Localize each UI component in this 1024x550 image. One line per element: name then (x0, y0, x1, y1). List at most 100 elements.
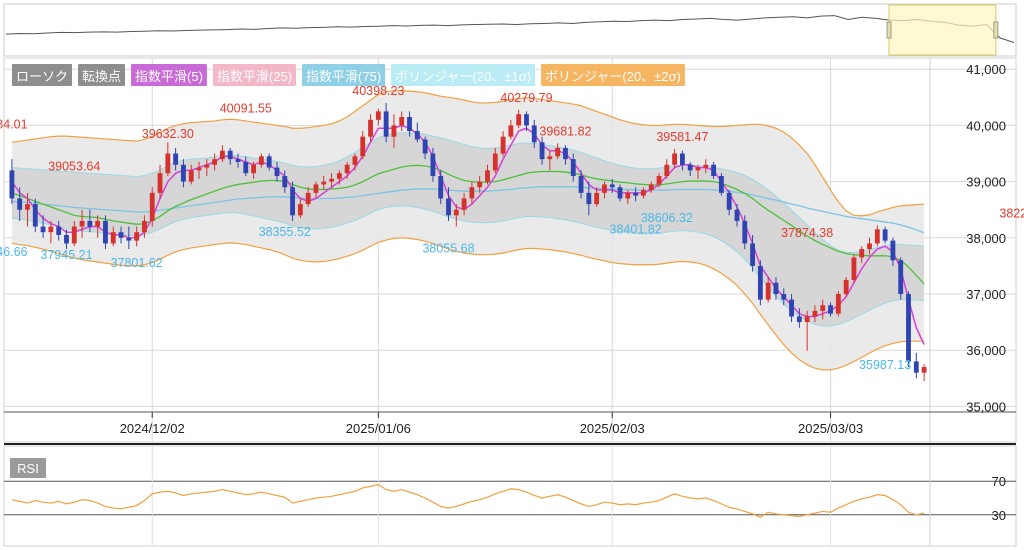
candle (718, 173, 724, 196)
candle-body (110, 232, 116, 244)
candle (913, 353, 919, 379)
candle-body (695, 167, 701, 171)
legend-item-ema5[interactable]: 指数平滑(5) (131, 64, 207, 86)
candle-body (851, 257, 857, 280)
candle-body (531, 125, 537, 143)
candle (617, 184, 623, 202)
candle-body (890, 240, 896, 261)
rsi-label: RSI (17, 461, 39, 476)
range-navigator[interactable] (3, 3, 1017, 57)
candle (679, 150, 685, 171)
candle (414, 122, 420, 143)
candle (531, 119, 537, 148)
candle-body (329, 178, 334, 182)
candle (734, 204, 740, 227)
candle (812, 305, 818, 323)
candle (258, 153, 264, 168)
candle-body (602, 184, 607, 193)
legend-item-ema25[interactable]: 指数平滑(25) (212, 64, 297, 86)
candle-body (913, 361, 919, 373)
indicator-legend[interactable]: ローソク 転換点 指数平滑(5) 指数平滑(25) 指数平滑(75) ボリンジャー(20、… (12, 64, 685, 86)
ema75-line (11, 186, 925, 234)
bollinger-lower-1sigma (11, 205, 925, 327)
legend-item-boll2[interactable]: ボリンジャー(20、±2σ) (541, 64, 685, 86)
candle-body (399, 117, 405, 126)
candle (227, 147, 233, 165)
candle-body (656, 176, 662, 185)
candle (804, 310, 810, 351)
candle-body (274, 167, 280, 176)
ema25-line (11, 164, 925, 285)
candle-body (407, 117, 412, 132)
navigator-handle-left[interactable] (886, 21, 892, 39)
candle-body (828, 305, 833, 314)
candle (274, 161, 280, 182)
candle-body (87, 220, 93, 227)
low-annotation: 38401.82 (610, 222, 662, 236)
candle (796, 308, 802, 328)
candle-body (422, 139, 428, 154)
candle (742, 215, 748, 250)
candle-body (297, 204, 303, 216)
candle (383, 102, 389, 143)
candle-body (157, 173, 163, 193)
candle (570, 153, 576, 182)
legend-chip (302, 64, 386, 86)
candle (56, 220, 62, 241)
low-annotation: 38606.32 (641, 211, 693, 225)
legend-label: ボリンジャー(20、±2σ) (545, 69, 681, 84)
legend-item-ema75[interactable]: 指数平滑(75) (302, 64, 386, 86)
navigator-frame (3, 3, 1017, 57)
candle (181, 159, 186, 188)
candle-body (570, 159, 576, 176)
candle-body (750, 243, 755, 266)
candle (703, 159, 709, 174)
y-tick-label: 41,000 (966, 62, 1006, 77)
candle-body (578, 176, 584, 193)
navigator-window[interactable] (888, 4, 997, 56)
candle-body (118, 232, 124, 238)
candle-body (742, 220, 748, 244)
candle (594, 187, 600, 207)
candle-body (555, 147, 561, 157)
candle (360, 131, 366, 160)
candle-body (17, 198, 23, 210)
candle-body (609, 184, 615, 188)
candle-body (921, 367, 927, 373)
rsi-label-chip: RSI (10, 458, 46, 478)
candle-body (625, 192, 631, 199)
candle-body (633, 192, 639, 196)
candle (321, 176, 327, 191)
candle (492, 147, 498, 174)
candle (352, 153, 358, 171)
date-x-axis: 2024/12/02 2025/01/06 2025/02/03 2025/03/03… (4, 411, 1016, 436)
x-tick-label: 2025/03/03 (798, 421, 863, 436)
candle-body (726, 192, 732, 210)
candle (773, 277, 779, 300)
candle-body (485, 170, 490, 182)
candle-body (461, 198, 467, 210)
candle (118, 226, 124, 244)
rsi-line (11, 483, 925, 518)
candle (874, 225, 880, 247)
candle (750, 235, 755, 272)
rsi-grid (4, 446, 1016, 546)
candle-body (181, 164, 186, 182)
candle-body (258, 156, 264, 165)
candle (165, 142, 171, 176)
candle (757, 260, 763, 306)
candle-body (204, 164, 210, 168)
candle-body (492, 153, 498, 171)
navigator-handle-right[interactable] (993, 21, 999, 39)
candle-body (703, 164, 709, 168)
candle-body (344, 164, 350, 174)
candle-body (79, 220, 85, 227)
candle-body (103, 220, 108, 244)
legend-item-hlc[interactable]: 転換点 (78, 64, 126, 86)
legend-item-boll1[interactable]: ボリンジャー(20、±1σ) (391, 64, 536, 86)
candle-body (648, 184, 654, 191)
candle-body (219, 150, 225, 160)
bollinger-lower-2sigma (11, 237, 925, 371)
candle-body (718, 176, 724, 193)
legend-item-candles[interactable]: ローソク (12, 64, 73, 86)
